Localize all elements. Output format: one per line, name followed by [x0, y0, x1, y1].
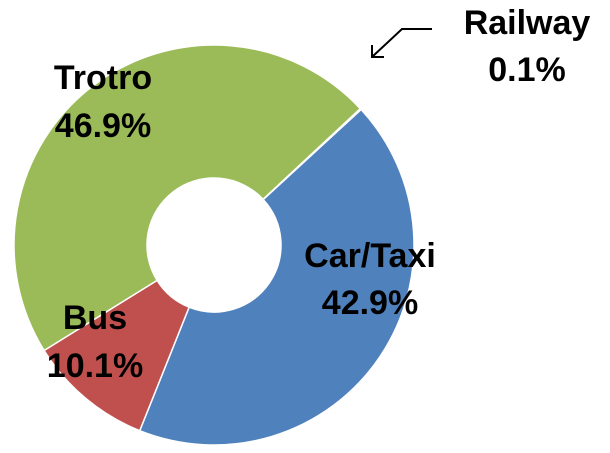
donut-slice: [13, 44, 362, 352]
slice-label: Railway: [464, 4, 591, 42]
slice-value-label: 46.9%: [55, 107, 151, 145]
slice-label: Trotro: [54, 59, 152, 97]
slice-label: Bus: [63, 299, 127, 337]
slice-value-label: 42.9%: [322, 284, 418, 322]
slice-label: Car/Taxi: [304, 237, 436, 275]
donut-slice: [138, 108, 415, 446]
slice-value-label: 10.1%: [47, 347, 143, 385]
callout-arrow: [371, 28, 432, 58]
slice-value-label: 0.1%: [488, 51, 566, 89]
